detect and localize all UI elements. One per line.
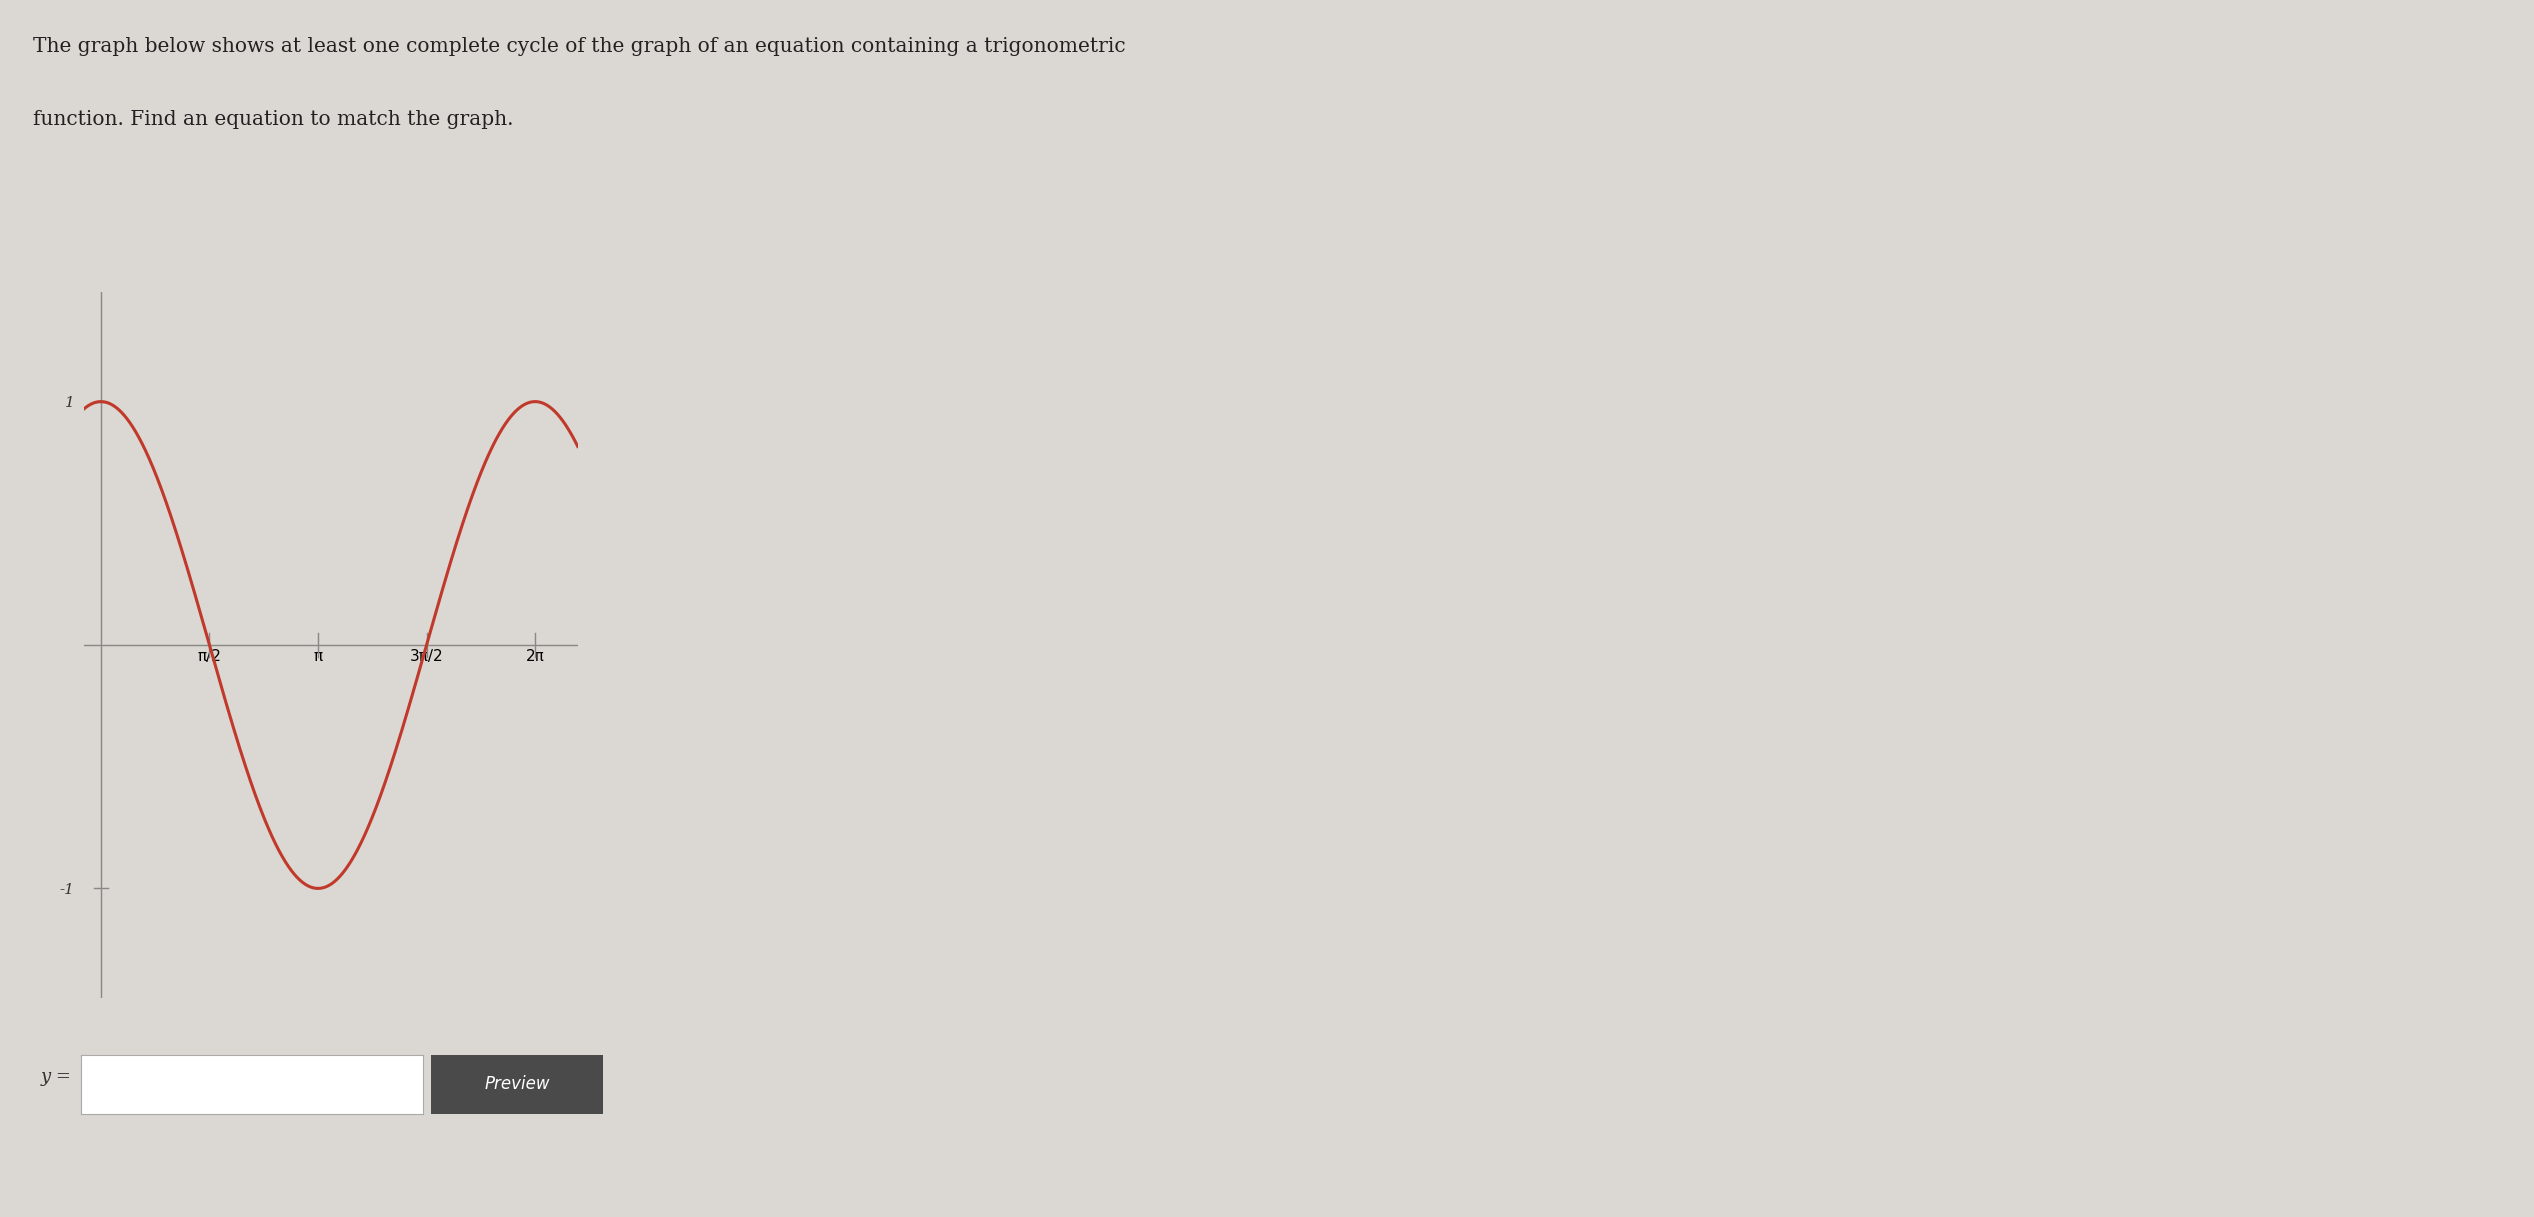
Text: y =: y = bbox=[41, 1069, 71, 1086]
Text: Preview: Preview bbox=[484, 1076, 550, 1093]
Text: function. Find an equation to match the graph.: function. Find an equation to match the … bbox=[33, 110, 514, 129]
Text: The graph below shows at least one complete cycle of the graph of an equation co: The graph below shows at least one compl… bbox=[33, 37, 1125, 56]
